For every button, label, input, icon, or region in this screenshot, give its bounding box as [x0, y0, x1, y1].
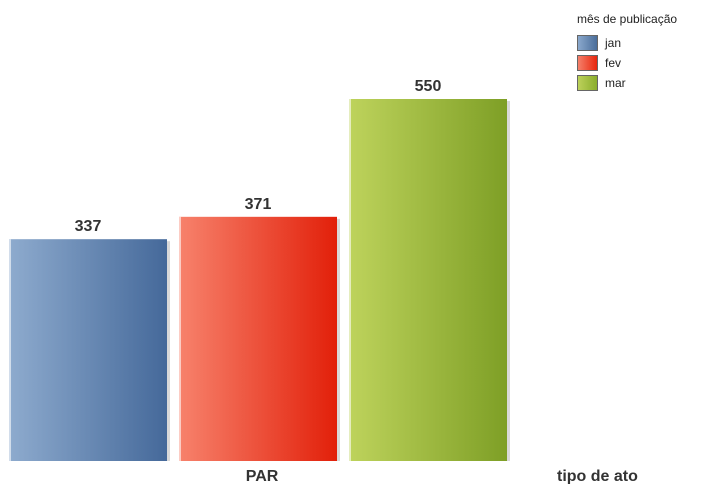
legend-swatch-fev: [577, 55, 598, 71]
legend: mês de publicação jan fev mar: [577, 12, 677, 93]
legend-item-jan: jan: [577, 33, 677, 53]
legend-label-jan: jan: [605, 36, 622, 50]
legend-swatch-mar: [577, 75, 598, 91]
legend-title: mês de publicação: [577, 12, 678, 26]
legend-swatch-jan: [577, 35, 598, 51]
bar-value-label-mar: 550: [415, 78, 442, 95]
legend-label-mar: mar: [605, 76, 626, 90]
bar-fev: [179, 216, 337, 461]
bars-group: [9, 99, 510, 461]
bar-highlight-jan: [9, 239, 11, 461]
legend-item-fev: fev: [577, 53, 677, 73]
legend-item-mar: mar: [577, 73, 677, 93]
bar-jan: [9, 239, 167, 461]
bar-value-label-jan: 337: [75, 218, 102, 235]
value-labels-group: 337 371 550: [75, 78, 442, 235]
x-axis-title: tipo de ato: [557, 468, 638, 484]
bar-value-label-fev: 371: [245, 196, 272, 213]
bar-mar: [349, 99, 507, 461]
bar-highlight-fev: [179, 216, 181, 461]
category-label: PAR: [246, 468, 279, 484]
legend-label-fev: fev: [605, 56, 622, 70]
bar-highlight-mar: [349, 99, 351, 461]
